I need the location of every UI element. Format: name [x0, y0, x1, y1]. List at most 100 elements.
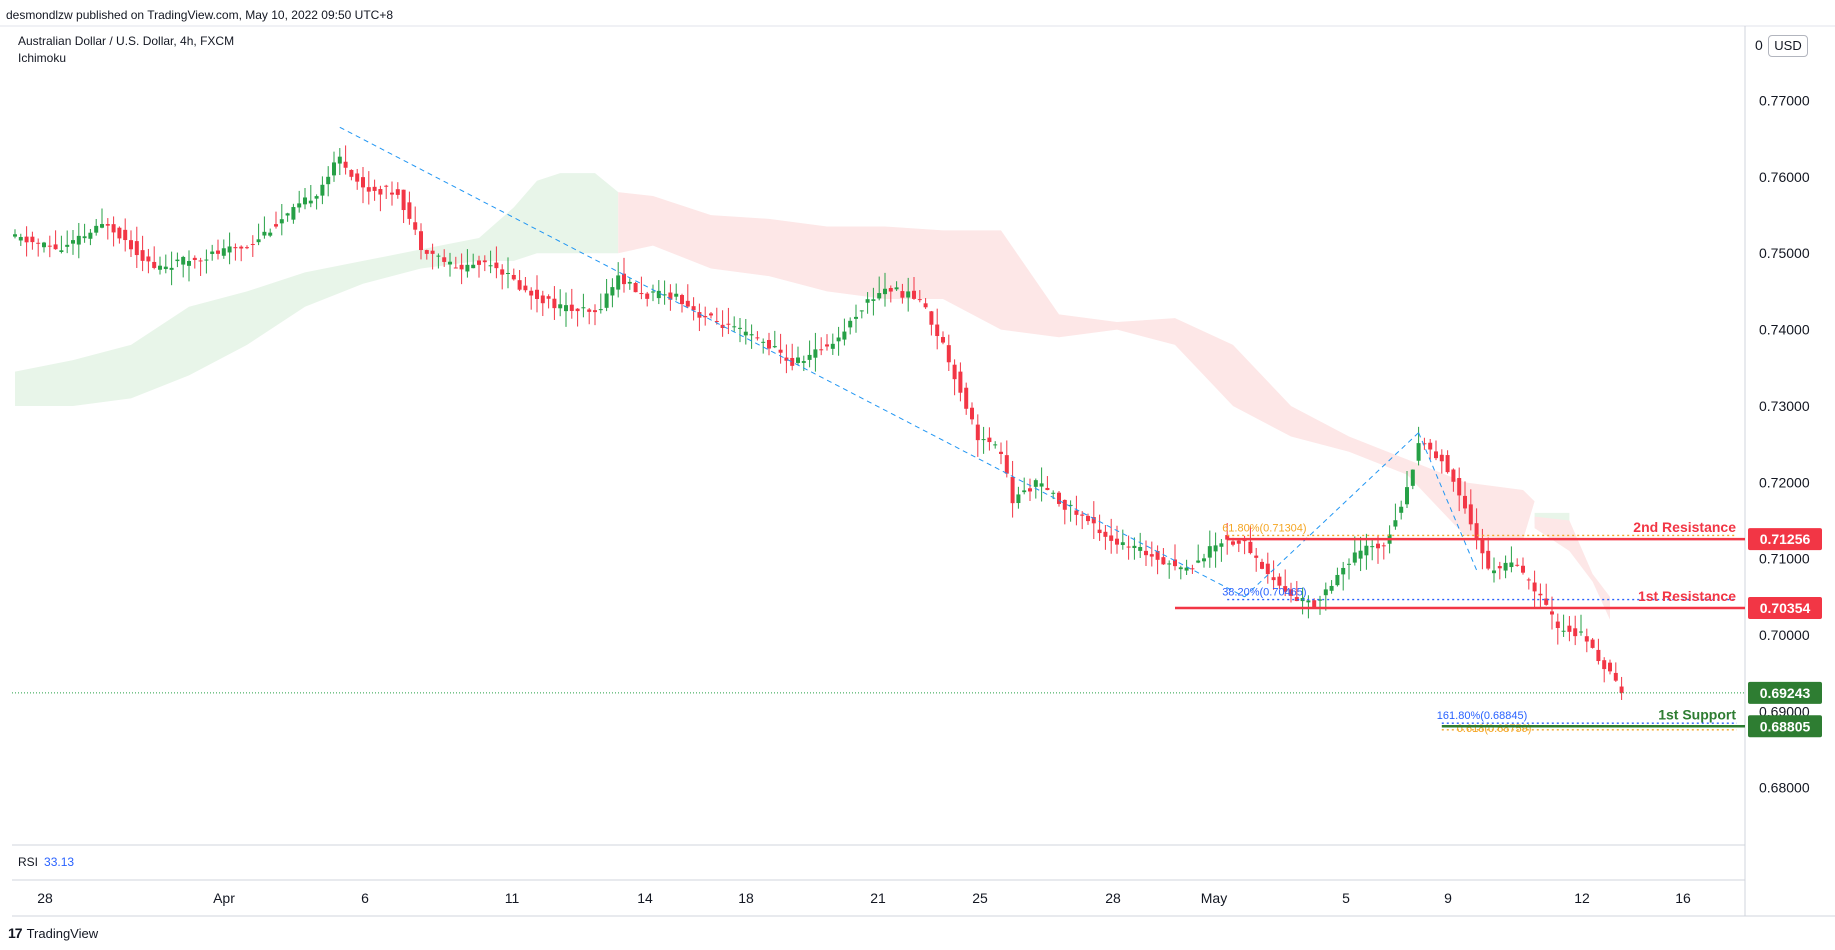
bearish-candle — [1260, 561, 1264, 569]
bullish-candle — [262, 231, 267, 236]
bearish-candle — [1045, 487, 1050, 491]
bearish-candle — [529, 290, 534, 296]
y-tick-label: 0.75000 — [1759, 245, 1810, 261]
indicator-legend[interactable]: Ichimoku — [18, 51, 67, 65]
bearish-candle — [755, 337, 760, 339]
bullish-candle — [82, 236, 87, 239]
support-1-price-tag-text: 0.68805 — [1760, 718, 1811, 734]
bearish-candle — [1486, 550, 1491, 569]
bearish-candle — [958, 371, 963, 393]
x-tick-label: 18 — [738, 890, 754, 906]
bearish-candle — [1155, 551, 1160, 560]
bearish-candle — [1613, 672, 1618, 681]
bearish-candle — [819, 349, 824, 351]
rsi-legend[interactable]: RSI 33.13 — [18, 855, 74, 869]
bearish-candle — [407, 202, 412, 219]
bullish-candle — [1213, 545, 1218, 552]
bullish-candle — [1364, 545, 1369, 556]
bullish-candle — [1329, 585, 1334, 591]
bearish-candle — [146, 256, 151, 262]
bearish-candle — [47, 245, 52, 247]
bearish-candle — [987, 437, 992, 443]
bearish-candle — [639, 293, 644, 295]
bullish-candle — [187, 260, 191, 266]
bearish-candle — [123, 229, 128, 241]
bearish-candle — [917, 299, 922, 301]
bullish-candle — [1579, 631, 1583, 633]
x-tick-label: 5 — [1342, 890, 1350, 906]
bullish-candle — [1347, 563, 1351, 565]
brand[interactable]: 17 TradingView — [8, 925, 98, 941]
bullish-candle — [465, 264, 470, 272]
bullish-candle — [894, 287, 899, 290]
bearish-candle — [1277, 576, 1282, 586]
bearish-candle — [233, 247, 238, 249]
bullish-candle — [471, 264, 476, 269]
bearish-candle — [900, 291, 905, 298]
bullish-candle — [210, 251, 215, 254]
bullish-candle — [448, 261, 452, 265]
bearish-candle — [395, 189, 400, 195]
bullish-candle — [848, 320, 853, 328]
bullish-candle — [1207, 546, 1212, 558]
bearish-candle — [1271, 577, 1276, 581]
bullish-candle — [1405, 487, 1409, 505]
bullish-candle — [564, 305, 568, 312]
bearish-candle — [1596, 649, 1601, 662]
bearish-candle — [1091, 517, 1096, 524]
bearish-candle — [424, 250, 429, 254]
bearish-candle — [1619, 686, 1624, 693]
bullish-candle — [1196, 560, 1201, 563]
currency-button[interactable]: USD — [1768, 35, 1808, 57]
bearish-candle — [1225, 535, 1230, 540]
bullish-candle — [1352, 552, 1357, 563]
bullish-candle — [1306, 600, 1311, 603]
resistance-1-price-tag — [1748, 596, 1822, 619]
bearish-candle — [36, 242, 41, 244]
bearish-candle — [975, 424, 980, 441]
bullish-candle — [175, 259, 180, 262]
x-tick-label: 6 — [361, 890, 369, 906]
bearish-candle — [697, 312, 702, 318]
bearish-candle — [535, 289, 539, 299]
bullish-candle — [1022, 490, 1027, 493]
ichimoku-cloud-bullish — [15, 173, 619, 406]
bearish-candle — [1149, 554, 1154, 557]
axis-clip-label: 0 — [1755, 37, 1763, 53]
bearish-candle — [714, 320, 719, 322]
bearish-candle — [680, 295, 684, 305]
bearish-candle — [1480, 539, 1485, 554]
bearish-candle — [517, 280, 522, 290]
bearish-candle — [1312, 600, 1317, 608]
bullish-candle — [871, 299, 876, 301]
bearish-candle — [482, 260, 487, 263]
bearish-candle — [1457, 478, 1462, 496]
bearish-candle — [117, 227, 122, 239]
bullish-candle — [830, 343, 835, 349]
bearish-candle — [552, 298, 557, 309]
bullish-candle — [604, 293, 609, 308]
bullish-candle — [1202, 558, 1206, 562]
bullish-candle — [94, 225, 99, 233]
bearish-candle — [372, 186, 377, 191]
bearish-candle — [703, 316, 708, 318]
bullish-candle — [1416, 443, 1421, 461]
bullish-candle — [662, 294, 667, 296]
bearish-candle — [523, 285, 528, 291]
bearish-candle — [250, 243, 255, 245]
bearish-candle — [1190, 568, 1195, 570]
bullish-candle — [76, 235, 81, 245]
bearish-candle — [923, 303, 928, 308]
bearish-candle — [1608, 662, 1612, 672]
bullish-candle — [1341, 567, 1346, 575]
fib-label: 161.80%(0.68845) — [1437, 710, 1528, 722]
bullish-candle — [1503, 562, 1508, 571]
bearish-candle — [999, 451, 1003, 454]
x-tick-label: 25 — [972, 890, 988, 906]
bullish-candle — [1561, 630, 1566, 632]
symbol-legend[interactable]: Australian Dollar / U.S. Dollar, 4h, FXC… — [18, 34, 235, 48]
y-tick-label: 0.74000 — [1759, 322, 1810, 338]
x-tick-label: 11 — [505, 890, 520, 906]
bearish-candle — [952, 364, 957, 380]
